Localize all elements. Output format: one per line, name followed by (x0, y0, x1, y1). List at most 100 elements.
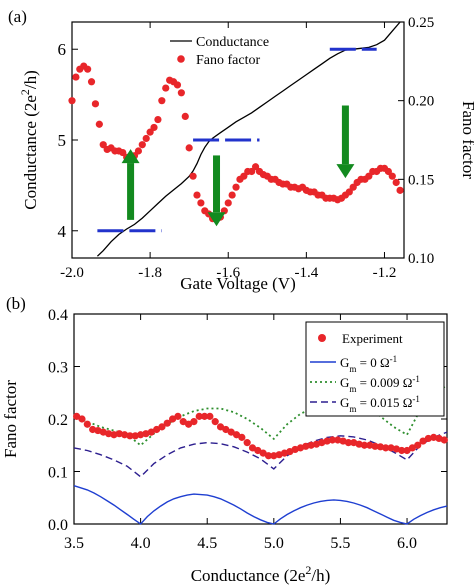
legend-label-dotted: Gm = 0.009 Ω-1 (340, 374, 420, 394)
y-axis-label-b: Fano factor (1, 380, 20, 458)
y-tick-label-b: 0.0 (48, 517, 68, 534)
experiment-point (216, 423, 225, 431)
experiment-point (115, 430, 123, 438)
experiment-point (121, 431, 129, 439)
fano-point (162, 84, 170, 92)
experiment-point (328, 436, 337, 444)
experiment-point (387, 444, 395, 452)
experiment-point (243, 439, 251, 447)
experiment-point (360, 441, 369, 449)
experiment-point (222, 425, 230, 434)
fano-point (91, 100, 100, 108)
fano-point (345, 188, 353, 196)
experiment-point (344, 439, 353, 447)
experiment-point (307, 441, 315, 449)
experiment-point (264, 452, 273, 460)
fano-point (388, 172, 396, 180)
legend-label-pre: G (340, 375, 349, 390)
fano-point (181, 112, 189, 120)
experiment-point (371, 442, 379, 450)
y-tick-label-b: 0.2 (48, 412, 68, 429)
green-arrow-head (121, 149, 140, 164)
experiment-point (376, 443, 384, 451)
green-arrow-head (207, 212, 226, 227)
legend-fano-swatch (177, 55, 185, 63)
fano-point (119, 148, 127, 157)
experiment-point (355, 440, 363, 448)
legend-label-pre: G (340, 395, 349, 410)
y-tick-label-b: 0.1 (48, 465, 68, 482)
experiment-point (184, 420, 193, 428)
green-arrow-head (336, 164, 355, 179)
legend-label-post: = 0.015 Ω (356, 395, 412, 410)
x-tick-label-a: -1.6 (216, 265, 240, 281)
legend-label-sup: -1 (412, 374, 420, 384)
x-tick-label-b: 6.0 (397, 535, 417, 552)
panel-label-b: (b) (6, 294, 26, 313)
fano-point (177, 89, 185, 97)
legend-label-sub: m (349, 384, 356, 394)
fano-point (72, 73, 80, 81)
experiment-point (424, 434, 432, 443)
experiment-point (419, 437, 427, 445)
green-arrow-shaft (213, 155, 221, 213)
fano-point (68, 97, 76, 105)
y-right-tick-label-a: 0.20 (408, 94, 434, 110)
legend-experiment-swatch (318, 334, 326, 342)
experiment-point (190, 418, 198, 426)
experiment-point (163, 419, 171, 427)
fano-point (146, 128, 154, 136)
experiment-point (73, 412, 81, 420)
fano-point (158, 97, 166, 105)
panel-label-a: (a) (8, 7, 27, 26)
legend-conductance-label: Conductance (196, 35, 269, 50)
legend-label-post: = 0.009 Ω (356, 375, 412, 390)
legend-experiment-label: Experiment (342, 331, 403, 346)
panel-b: 3.5 4.0 4.5 5.0 5.5 6.0 0.0 0.1 0.2 0.3 0.4 Experim… (1, 294, 448, 585)
experiment-point (408, 444, 416, 452)
legend-box-b (305, 321, 445, 417)
green-arrow-shaft (127, 163, 135, 220)
legend-label-sub: m (349, 404, 356, 414)
y-right-tick-label-a: 0.25 (408, 15, 434, 31)
experiment-point (206, 412, 214, 420)
experiment-point (403, 446, 411, 455)
y-tick-label-b: 0.4 (48, 307, 68, 324)
experiment-point (382, 444, 390, 452)
fano-point (99, 141, 107, 149)
experiment-point (147, 428, 155, 436)
experiment-point (137, 431, 145, 439)
fano-point (185, 144, 193, 152)
experiment-point (211, 418, 219, 426)
y-left-axis-label-a-pre: Conductance (2e (21, 95, 40, 210)
experiment-point (200, 412, 209, 420)
panel-a: -2.0 -1.8 -1.6 -1.4 -1.2 4 5 6 0.10 0.15 0.20 0.25 C… (8, 7, 474, 293)
experiment-point (414, 441, 422, 449)
x-tick-label-a: -1.8 (138, 265, 162, 281)
experiment-point (248, 444, 257, 452)
experiment-point (302, 442, 310, 450)
x-tick-label-a: -1.4 (294, 265, 318, 281)
y-right-axis-label-a: Fano factor (459, 101, 474, 179)
experiment-point (270, 452, 278, 460)
fano-point (349, 183, 357, 191)
y-tick-label-b: 0.3 (48, 360, 68, 377)
y-left-tick-label-a: 5 (58, 131, 67, 150)
fano-point (232, 183, 240, 191)
fano-point (248, 167, 256, 176)
fano-point (240, 172, 248, 180)
fano-point (154, 115, 162, 124)
x-tick-label-a: -1.2 (373, 265, 397, 281)
y-left-axis-label-a: Conductance (2e2/h) (18, 70, 40, 210)
experiment-point (195, 412, 203, 420)
model-curve-solid (73, 485, 448, 525)
y-left-tick-label-a: 6 (58, 40, 67, 59)
experiment-point (440, 436, 448, 444)
experiment-point (105, 430, 113, 438)
fano-point (84, 65, 92, 73)
fano-point (189, 172, 197, 180)
fano-point (396, 186, 404, 194)
legend-label-post: = 0 Ω (356, 355, 389, 370)
experiment-point (168, 415, 177, 423)
